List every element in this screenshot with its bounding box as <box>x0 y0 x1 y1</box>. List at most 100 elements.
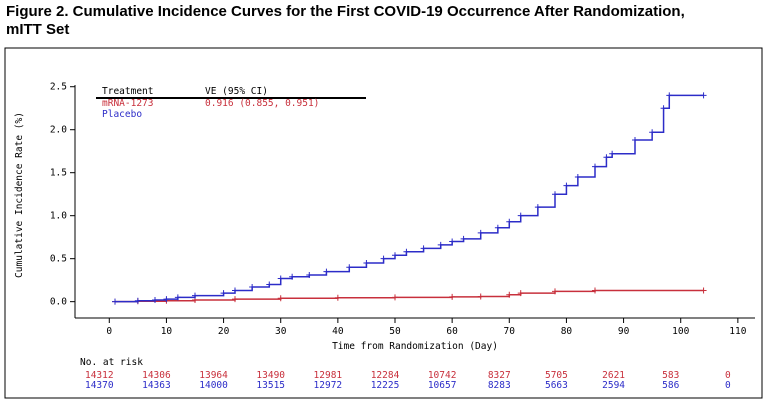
risk-count: 12225 <box>371 380 400 391</box>
censor-mark <box>574 173 581 180</box>
censor-mark <box>609 150 616 157</box>
censor-mark <box>460 235 467 242</box>
risk-count: 0 <box>725 370 731 381</box>
censor-mark <box>220 290 227 297</box>
censor-mark <box>603 154 610 161</box>
legend-ve: 0.916 (0.855, 0.951) <box>205 98 319 109</box>
risk-count: 14370 <box>85 380 114 391</box>
risk-count: 14363 <box>142 380 171 391</box>
risk-count: 10742 <box>428 370 457 381</box>
y-tick-label: 1.5 <box>50 168 67 179</box>
censor-mark <box>506 291 513 298</box>
censor-mark <box>632 137 638 144</box>
frame <box>4 47 763 399</box>
x-tick-label: 10 <box>161 326 173 337</box>
censor-mark <box>506 218 513 225</box>
x-tick-label: 70 <box>504 326 516 337</box>
censor-mark <box>437 241 444 248</box>
risk-count: 13490 <box>256 370 285 381</box>
censor-mark <box>477 229 484 236</box>
x-tick-label: 90 <box>618 326 630 337</box>
risk-count: 5705 <box>545 370 568 381</box>
censor-mark <box>552 191 558 198</box>
censor-mark <box>700 287 707 294</box>
y-tick-label: 0.0 <box>50 297 67 308</box>
risk-count: 13515 <box>256 380 285 391</box>
risk-count: 2594 <box>602 380 625 391</box>
risk-count: 0 <box>725 380 731 391</box>
censor-mark <box>517 212 524 219</box>
censor-mark <box>517 290 524 297</box>
censor-mark <box>134 297 141 304</box>
risk-count: 13964 <box>199 370 228 381</box>
x-tick-label: 80 <box>561 326 573 337</box>
legend-header: VE (95% CI) <box>205 86 268 97</box>
censor-mark <box>552 288 558 295</box>
censor-mark <box>163 296 170 303</box>
censor-mark <box>277 295 284 302</box>
censor-mark <box>403 248 410 255</box>
censor-mark <box>649 129 656 136</box>
censor-mark <box>660 105 667 112</box>
legend-label: mRNA-1273 <box>102 98 153 109</box>
censor-mark <box>232 287 238 294</box>
x-tick-label: 40 <box>332 326 344 337</box>
censor-mark <box>449 293 456 300</box>
x-tick-label: 110 <box>729 326 746 337</box>
censor-mark <box>592 163 598 170</box>
censor-mark <box>392 294 398 301</box>
censor-mark <box>112 298 118 305</box>
risk-count: 583 <box>662 370 679 381</box>
censor-mark <box>534 204 541 211</box>
risk-count: 8327 <box>488 370 511 381</box>
censor-mark <box>477 293 484 300</box>
censor-mark <box>277 275 284 282</box>
censor-mark <box>323 268 330 275</box>
risk-title: No. at risk <box>80 357 143 368</box>
risk-count: 2621 <box>602 370 625 381</box>
risk-count: 14312 <box>85 370 114 381</box>
censor-mark <box>152 296 158 303</box>
risk-count: 8283 <box>488 380 511 391</box>
y-tick-label: 0.5 <box>50 254 67 265</box>
censor-mark <box>420 245 427 252</box>
censor-mark <box>392 252 398 259</box>
legend-header: Treatment <box>102 86 153 97</box>
curve <box>115 94 704 303</box>
censor-mark <box>192 292 198 299</box>
risk-count: 12972 <box>314 380 343 391</box>
censor-mark <box>363 259 370 266</box>
x-tick-label: 20 <box>218 326 230 337</box>
x-tick-label: 30 <box>275 326 287 337</box>
censor-mark <box>334 294 341 301</box>
chart-title: Figure 2. Cumulative Incidence Curves fo… <box>6 3 685 20</box>
risk-count: 12981 <box>314 370 343 381</box>
censor-mark <box>266 281 273 288</box>
censor-mark <box>306 272 313 279</box>
censor-mark <box>289 273 296 280</box>
y-tick-label: 2.5 <box>50 82 67 93</box>
y-axis-label: Cumulative Incidence Rate (%) <box>14 112 25 278</box>
risk-count: 5663 <box>545 380 568 391</box>
censor-mark <box>449 238 456 245</box>
x-tick-label: 60 <box>446 326 458 337</box>
x-tick-label: 50 <box>389 326 401 337</box>
censor-mark <box>700 92 707 99</box>
censor-mark <box>380 255 387 262</box>
x-axis-label: Time from Randomization (Day) <box>332 341 498 352</box>
censor-mark <box>494 224 501 231</box>
y-tick-label: 1.0 <box>50 211 67 222</box>
x-tick-label: 0 <box>106 326 112 337</box>
censor-mark <box>666 92 673 99</box>
censor-mark <box>174 294 181 301</box>
censor-mark <box>249 284 256 291</box>
censor-mark <box>592 287 598 294</box>
censor-mark <box>232 296 238 303</box>
risk-count: 14000 <box>199 380 228 391</box>
censor-mark <box>346 264 353 271</box>
x-tick-label: 100 <box>672 326 689 337</box>
chart-subtitle: mITT Set <box>6 21 69 38</box>
risk-count: 586 <box>662 380 679 391</box>
legend-label: Placebo <box>102 109 142 120</box>
